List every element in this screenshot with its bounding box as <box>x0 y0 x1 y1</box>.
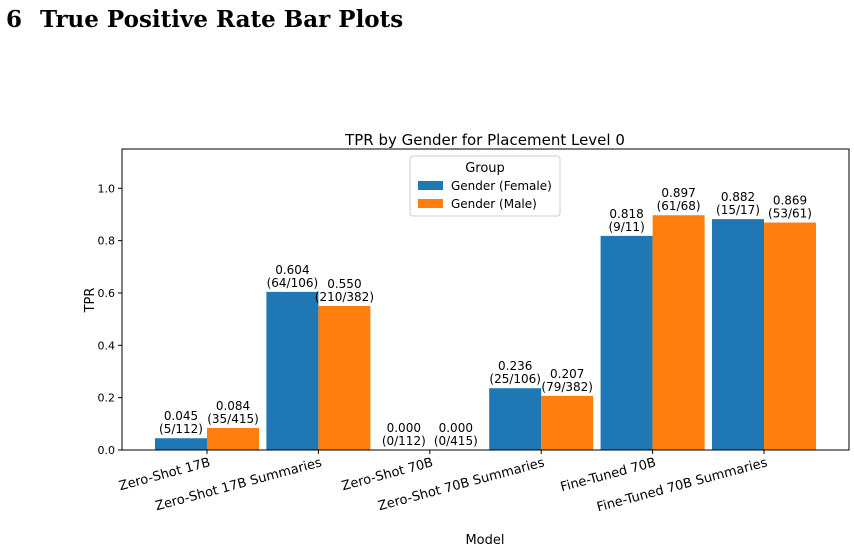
bar-value-label: 0.818 <box>609 207 643 221</box>
legend: Group Gender (Female) Gender (Male) <box>409 155 561 217</box>
bar-value-label: 0.604 <box>275 263 309 277</box>
bar-value-label: 0.045 <box>164 409 198 423</box>
legend-entry: Gender (Male) <box>451 197 537 211</box>
bar-female <box>155 438 207 450</box>
bar-labels-layer: 0.045(5/112) 0.084(35/415) 0.604(64/106) 0.… <box>159 186 812 448</box>
bar-female <box>266 291 319 450</box>
bar-count-label: (210/382) <box>315 290 374 304</box>
legend-entry: Gender (Female) <box>451 179 552 193</box>
y-tick-label: 0.8 <box>98 235 116 248</box>
bar-value-label: 0.236 <box>498 359 532 373</box>
bar-male <box>541 395 594 450</box>
bar-female <box>712 219 764 450</box>
y-tick-label: 1.0 <box>98 182 116 195</box>
bar-count-label: (79/382) <box>541 380 593 394</box>
bar-count-label: (25/106) <box>489 372 541 386</box>
bar-count-label: (15/17) <box>716 203 760 217</box>
plot-frame <box>121 148 850 451</box>
bar-female <box>489 388 542 450</box>
y-tick-label: 0.0 <box>98 444 116 457</box>
bar-count-label: (53/61) <box>768 207 812 221</box>
bar-count-label: (0/112) <box>382 434 426 448</box>
bar-count-label: (9/11) <box>608 220 644 234</box>
section-number: 6 <box>6 6 23 33</box>
bar-value-label: 0.207 <box>550 367 584 381</box>
x-axis-label: Model <box>465 533 504 548</box>
bar-value-label: 0.000 <box>387 421 421 435</box>
bar-count-label: (5/112) <box>159 422 203 436</box>
bar-count-label: (61/68) <box>657 199 701 213</box>
bar-value-label: 0.084 <box>216 399 250 413</box>
bar-value-label: 0.882 <box>721 190 755 204</box>
y-tick-label: 0.2 <box>98 392 116 405</box>
bar-male <box>318 306 371 450</box>
bar-value-label: 0.897 <box>661 186 695 200</box>
bar-value-label: 0.869 <box>773 194 807 208</box>
legend-title: Group <box>465 161 505 176</box>
bar-count-label: (64/106) <box>267 276 319 290</box>
section-heading: 6 True Positive Rate Bar Plots <box>0 0 854 40</box>
chart-title: TPR by Gender for Placement Level 0 <box>344 131 625 149</box>
legend-swatch <box>418 181 443 190</box>
bar-value-label: 0.550 <box>327 277 361 291</box>
legend-swatch <box>418 199 443 208</box>
y-tick-label: 0.4 <box>98 339 116 352</box>
legend-box <box>409 155 561 217</box>
bars-layer <box>155 215 816 450</box>
bar-male <box>207 428 259 450</box>
bar-count-label: (0/415) <box>434 434 478 448</box>
bar-count-label: (35/415) <box>207 412 259 426</box>
bar-value-label: 0.000 <box>439 421 473 435</box>
y-tick-label: 0.6 <box>98 287 116 300</box>
y-axis-label: TPR <box>83 288 98 314</box>
section-title: True Positive Rate Bar Plots <box>40 6 404 33</box>
bar-female <box>600 235 653 450</box>
bar-male <box>652 215 705 450</box>
bar-male <box>764 222 816 450</box>
